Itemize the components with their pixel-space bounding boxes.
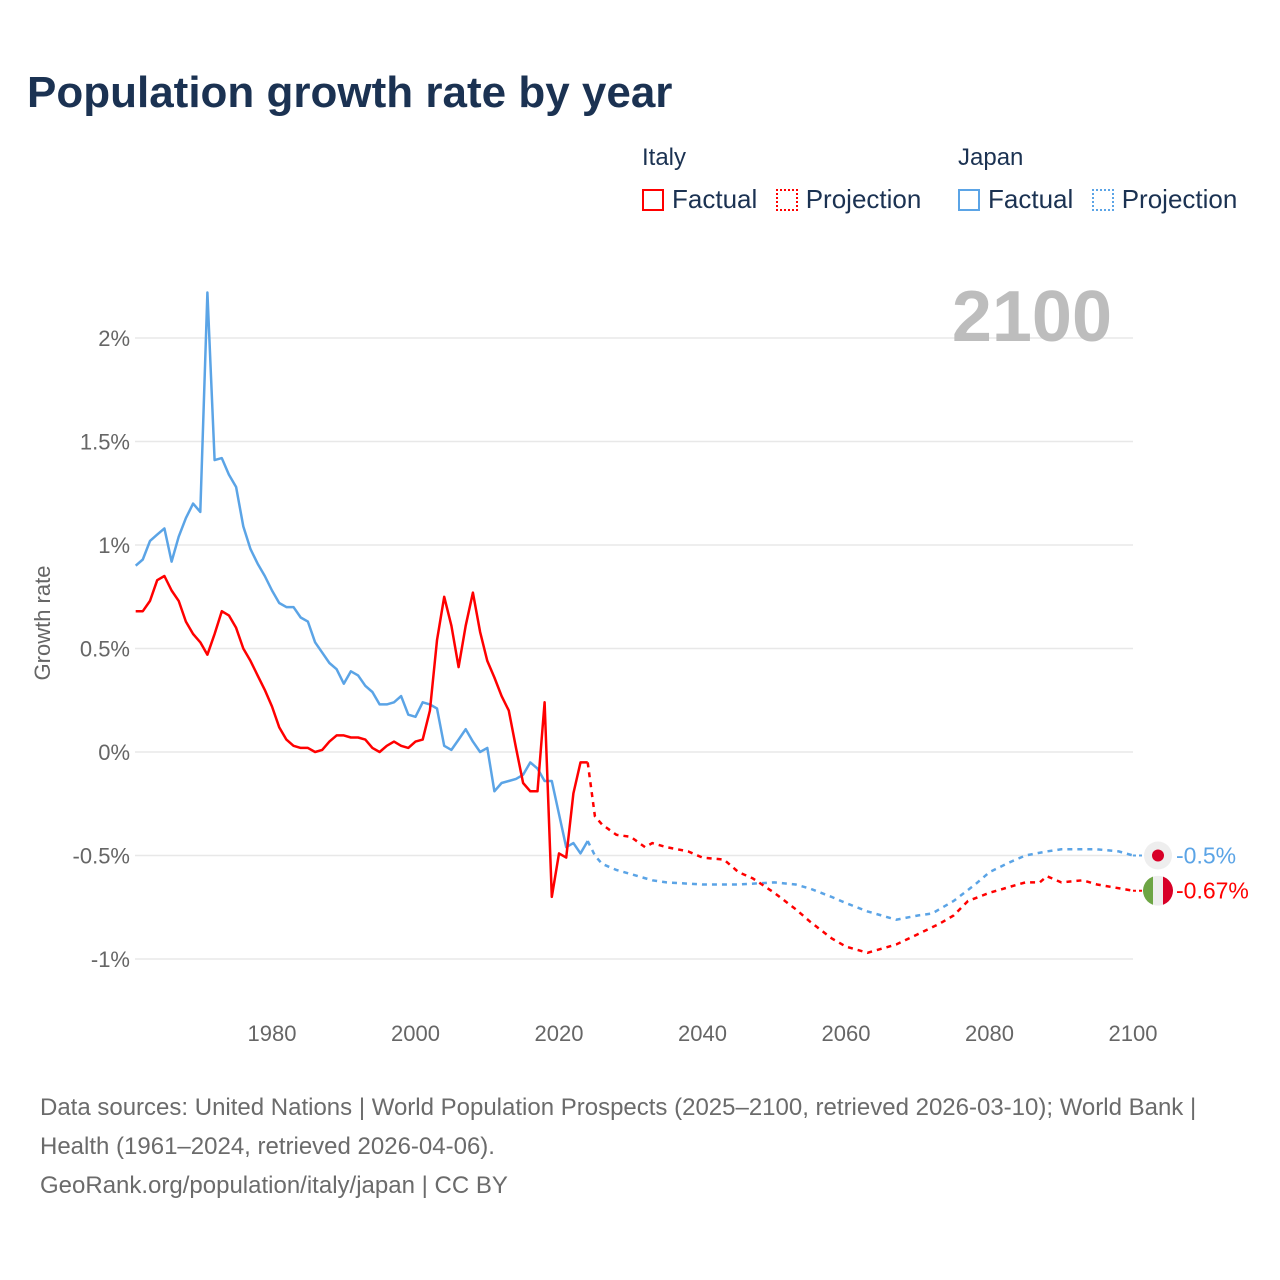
y-tick-label: 2% — [98, 326, 130, 351]
legend-label: Factual — [988, 184, 1074, 214]
chart-title: Population growth rate by year — [27, 68, 673, 117]
legend-swatch — [958, 188, 980, 211]
legend-swatch — [642, 188, 664, 211]
x-tick-label: 2020 — [535, 1021, 584, 1046]
legend-label: Factual — [672, 184, 758, 214]
legend-italy-projection[interactable]: Projection — [775, 184, 922, 215]
x-tick-label: 2000 — [391, 1021, 440, 1046]
y-tick-label: 0% — [98, 740, 130, 765]
japan-end-value: -0.5% — [1176, 843, 1236, 869]
legend-group-name: Japan — [958, 144, 1024, 171]
data-sources: Data sources: United Nations | World Pop… — [40, 1094, 1197, 1160]
legend-japan-projection[interactable]: Projection — [1091, 184, 1238, 215]
legend-group-name: Italy — [642, 144, 687, 171]
y-tick-label: 0.5% — [80, 637, 130, 662]
legend-label: Projection — [805, 184, 922, 214]
italy-flag-icon — [1143, 875, 1173, 906]
x-tick-label: 2100 — [1109, 1021, 1158, 1046]
x-tick-label: 1980 — [248, 1021, 297, 1046]
legend-swatch — [775, 188, 798, 211]
legend-label: Projection — [1121, 184, 1238, 214]
japan-factual-line — [134, 291, 589, 855]
legend-italy-factual[interactable]: Factual — [642, 184, 757, 215]
italy-projection-line — [586, 762, 1134, 955]
y-tick-label: 1% — [98, 533, 130, 558]
italy-factual-line — [135, 574, 588, 899]
y-tick-label: -1% — [91, 947, 130, 972]
legend-japan-factual[interactable]: Factual — [958, 184, 1073, 215]
y-axis-label: Growth rate — [30, 566, 55, 681]
japan-flag-icon — [1144, 841, 1172, 870]
year-label: 2100 — [952, 277, 1112, 357]
legend-japan: Japan Factual Projection — [958, 144, 1251, 216]
x-tick-label: 2080 — [965, 1021, 1014, 1046]
footer: Data sources: United Nations | World Pop… — [40, 1088, 1240, 1205]
y-tick-label: 1.5% — [80, 430, 130, 455]
credit-link[interactable]: GeoRank.org/population/italy/japan | CC … — [40, 1172, 508, 1199]
y-tick-label: -0.5% — [73, 844, 130, 869]
x-tick-label: 2040 — [678, 1021, 727, 1046]
chart-area: 2% 1.5% 1% 0.5% 0% -0.5% -1% 1980 2000 2020 2040 20… — [30, 277, 1249, 1046]
legend-swatch — [1091, 188, 1114, 211]
x-tick-label: 2060 — [822, 1021, 871, 1046]
legend-italy: Italy Factual Projection — [642, 144, 935, 216]
italy-end-value: -0.67% — [1176, 878, 1249, 904]
japan-projection-line — [586, 840, 1134, 921]
